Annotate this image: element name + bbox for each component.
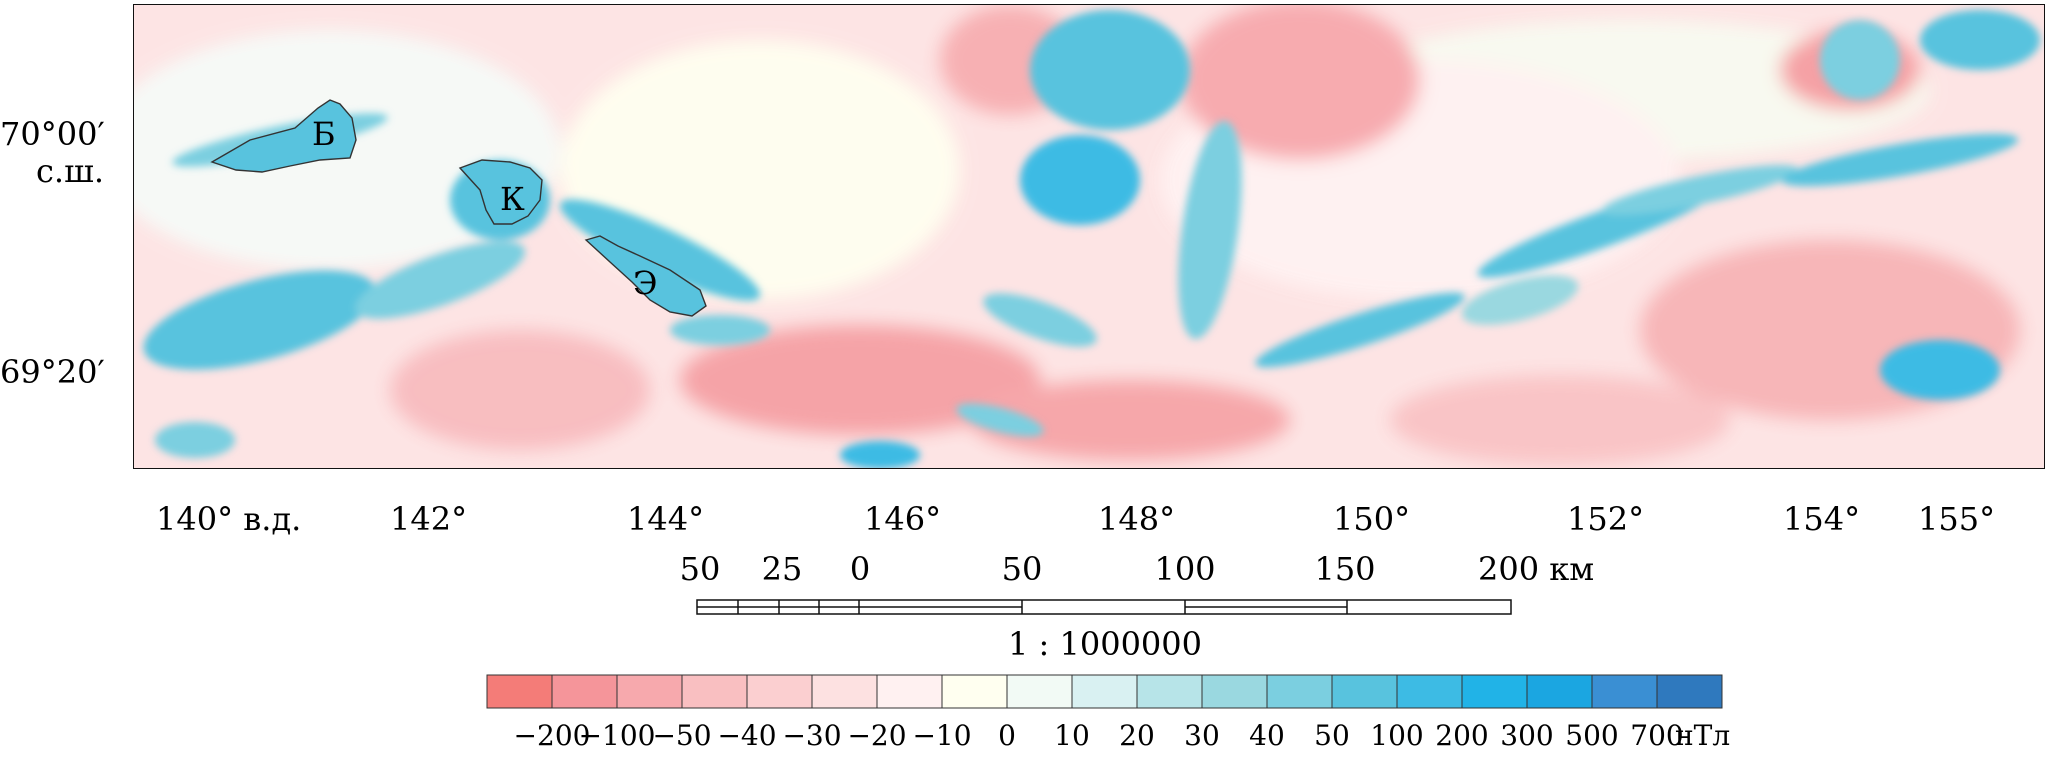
legend-label: 50	[1314, 719, 1350, 752]
legend-swatch	[1591, 674, 1658, 709]
legend-swatch	[746, 674, 813, 709]
scale-label-100: 100	[1154, 550, 1215, 588]
scale-label-200: 200 км	[1478, 550, 1594, 588]
legend-label: −100	[579, 719, 656, 752]
legend-label: 700	[1630, 719, 1683, 752]
legend-swatch	[616, 674, 683, 709]
legend-label: −30	[782, 719, 841, 752]
lon-label-152: 152°	[1567, 500, 1644, 538]
island-e	[584, 235, 707, 317]
lon-label-148: 148°	[1098, 500, 1175, 538]
legend-swatch	[1136, 674, 1203, 709]
legend-label: 300	[1500, 719, 1553, 752]
island-b	[210, 99, 357, 173]
legend-label: 30	[1184, 719, 1220, 752]
lon-label-155: 155°	[1918, 500, 1995, 538]
legend-swatch	[1461, 674, 1528, 709]
legend-label: 500	[1565, 719, 1618, 752]
anomaly-field	[133, 4, 2045, 469]
lon-label-140: 140° в.д.	[156, 500, 301, 538]
lon-label-142: 142°	[390, 500, 467, 538]
scale-label-50-left: 50	[680, 550, 721, 588]
scale-label-50: 50	[1002, 550, 1043, 588]
island-label-b: Б	[312, 115, 336, 153]
legend-swatch	[811, 674, 878, 709]
lon-label-154: 154°	[1783, 500, 1860, 538]
legend-label: 20	[1119, 719, 1155, 752]
colour-legend: −200−100−50 −40 −30 −20 −10 0 10 20 30 40 50 100 200…	[486, 674, 1730, 752]
legend-label: −50	[652, 719, 711, 752]
island-label-e: Э	[633, 264, 657, 302]
legend-label: 200	[1435, 719, 1488, 752]
legend-swatch	[1006, 674, 1073, 709]
legend-swatch	[1396, 674, 1463, 709]
legend-swatch	[486, 674, 553, 709]
lat-label-6920: 69°20′	[0, 353, 105, 391]
lat-label-70: 70°00′	[0, 115, 105, 153]
lon-label-146: 146°	[864, 500, 941, 538]
legend-swatch	[941, 674, 1008, 709]
legend-swatch	[1656, 674, 1723, 709]
island-label-k: К	[500, 180, 525, 218]
legend-unit: нТл	[1675, 719, 1730, 752]
legend-swatch	[681, 674, 748, 709]
legend-swatch	[1526, 674, 1593, 709]
scale-label-150: 150	[1314, 550, 1375, 588]
lat-label-north: с.ш.	[36, 152, 104, 190]
legend-label: 10	[1054, 719, 1090, 752]
legend-label: −40	[717, 719, 776, 752]
longitude-labels: 140° в.д. 142° 144° 146° 148° 150° 152° …	[156, 500, 1995, 538]
lon-label-150: 150°	[1333, 500, 1410, 538]
legend-label: 40	[1249, 719, 1285, 752]
legend-swatch	[1071, 674, 1138, 709]
legend-swatch	[1201, 674, 1268, 709]
scale-ratio: 1 : 1000000	[1008, 625, 1202, 663]
island-k	[458, 159, 543, 225]
legend-label: −10	[912, 719, 971, 752]
scale-label-0: 0	[850, 550, 870, 588]
legend-swatch	[1331, 674, 1398, 709]
legend-swatch	[1266, 674, 1333, 709]
legend-label: 0	[998, 719, 1016, 752]
legend-label: −20	[847, 719, 906, 752]
legend-label: 100	[1370, 719, 1423, 752]
legend-swatch	[551, 674, 618, 709]
lon-label-144: 144°	[627, 500, 704, 538]
legend-swatch	[876, 674, 943, 709]
scale-bar: 50 25 0 50 100 150 200 км 1 : 1000000	[680, 550, 1595, 663]
legend-label: −200	[514, 719, 591, 752]
scale-label-25: 25	[762, 550, 803, 588]
